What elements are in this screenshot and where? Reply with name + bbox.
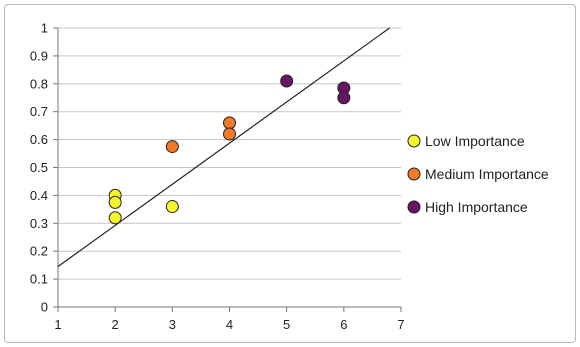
data-point-medium-importance [223,127,236,141]
y-tick-label: 0.3 [30,216,48,231]
y-tick-label: 0.8 [30,76,48,91]
legend-label: Medium Importance [425,166,549,182]
y-tick-label: 0.2 [30,244,48,259]
data-point-medium-importance [223,116,236,130]
x-tick-label: 7 [397,317,404,332]
x-tick-label: 5 [283,317,290,332]
data-point-medium-importance [165,140,179,154]
data-point-low-importance [108,195,122,209]
y-tick-label: 0 [41,300,48,315]
y-tick-label: 0.7 [30,104,48,119]
gridlines [58,27,401,280]
chart-frame [4,4,576,343]
trendline-group [57,27,390,268]
y-tick-label: 0.5 [30,160,48,175]
data-point-high-importance [280,74,294,88]
data-points [108,74,351,225]
data-point-low-importance [108,211,122,225]
data-point-high-importance [337,91,351,105]
x-tick-label: 3 [169,317,176,332]
x-tick-label: 2 [112,317,119,332]
y-tick-label: 0.6 [30,132,48,147]
x-tick-label: 4 [226,317,233,332]
legend-marker [407,200,421,214]
legend-marker [407,167,421,181]
y-tick-label: 0.1 [30,272,48,287]
axes [53,27,402,312]
y-tick-labels: 0 0.1 0.2 0.3 0.4 0.5 0.6 0.7 0.8 0.9 1 [30,21,48,315]
legend-label: Low Importance [425,133,525,149]
y-tick-label: 0.4 [30,188,48,203]
legend: Low Importance Medium Importance High Impo… [407,133,549,215]
legend-marker [407,134,421,148]
legend-label: High Importance [425,199,528,215]
data-point-low-importance [165,200,179,214]
trendline [57,27,390,268]
y-tick-label: 0.9 [30,48,48,63]
x-tick-labels: 1 2 3 4 5 6 7 [54,317,404,332]
y-tick-label: 1 [41,21,48,36]
x-tick-label: 6 [340,317,347,332]
x-tick-label: 1 [54,317,61,332]
